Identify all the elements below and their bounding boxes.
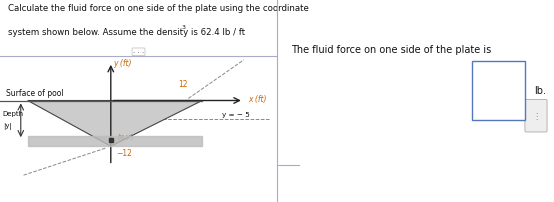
Text: y (ft): y (ft)	[114, 59, 132, 67]
Text: (x,y): (x,y)	[118, 133, 134, 139]
Text: x (ft): x (ft)	[248, 95, 266, 103]
Text: lb.: lb.	[535, 86, 547, 96]
Text: 3: 3	[495, 98, 502, 108]
Text: 12: 12	[178, 80, 188, 89]
Text: The fluid force on one side of the plate is: The fluid force on one side of the plate…	[291, 44, 491, 54]
FancyBboxPatch shape	[472, 62, 525, 120]
Text: 3: 3	[182, 25, 186, 30]
Text: y = − 5: y = − 5	[222, 111, 249, 117]
Text: Calculate the fluid force on one side of the plate using the coordinate: Calculate the fluid force on one side of…	[8, 4, 309, 13]
Text: ⋮: ⋮	[532, 112, 540, 121]
Text: Surface of pool: Surface of pool	[6, 89, 63, 98]
Text: Depth: Depth	[3, 111, 24, 117]
FancyBboxPatch shape	[525, 100, 547, 132]
Text: 1078: 1078	[485, 75, 512, 85]
Text: −12: −12	[116, 148, 132, 157]
Text: |y|: |y|	[3, 122, 12, 129]
Text: system shown below. Assume the density is 62.4 lb / ft: system shown below. Assume the density i…	[8, 28, 245, 37]
Text: · · ·: · · ·	[133, 49, 144, 56]
Polygon shape	[28, 101, 202, 146]
